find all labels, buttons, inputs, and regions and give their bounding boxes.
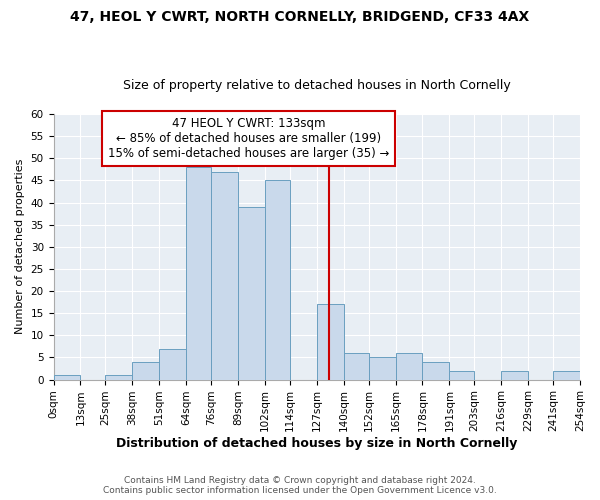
Bar	[501, 370, 528, 380]
X-axis label: Distribution of detached houses by size in North Cornelly: Distribution of detached houses by size …	[116, 437, 517, 450]
Bar	[106, 375, 132, 380]
Bar	[53, 375, 80, 380]
Bar	[449, 370, 474, 380]
Bar	[211, 172, 238, 380]
Bar	[395, 353, 422, 380]
Title: Size of property relative to detached houses in North Cornelly: Size of property relative to detached ho…	[123, 79, 511, 92]
Bar	[344, 353, 368, 380]
Y-axis label: Number of detached properties: Number of detached properties	[15, 159, 25, 334]
Bar	[553, 370, 580, 380]
Text: 47, HEOL Y CWRT, NORTH CORNELLY, BRIDGEND, CF33 4AX: 47, HEOL Y CWRT, NORTH CORNELLY, BRIDGEN…	[70, 10, 530, 24]
Text: Contains HM Land Registry data © Crown copyright and database right 2024.
Contai: Contains HM Land Registry data © Crown c…	[103, 476, 497, 495]
Bar	[159, 348, 186, 380]
Bar	[368, 358, 395, 380]
Bar	[265, 180, 290, 380]
Bar	[422, 362, 449, 380]
Bar	[132, 362, 159, 380]
Text: 47 HEOL Y CWRT: 133sqm
← 85% of detached houses are smaller (199)
15% of semi-de: 47 HEOL Y CWRT: 133sqm ← 85% of detached…	[107, 116, 389, 160]
Bar	[238, 207, 265, 380]
Bar	[317, 304, 344, 380]
Bar	[186, 167, 211, 380]
